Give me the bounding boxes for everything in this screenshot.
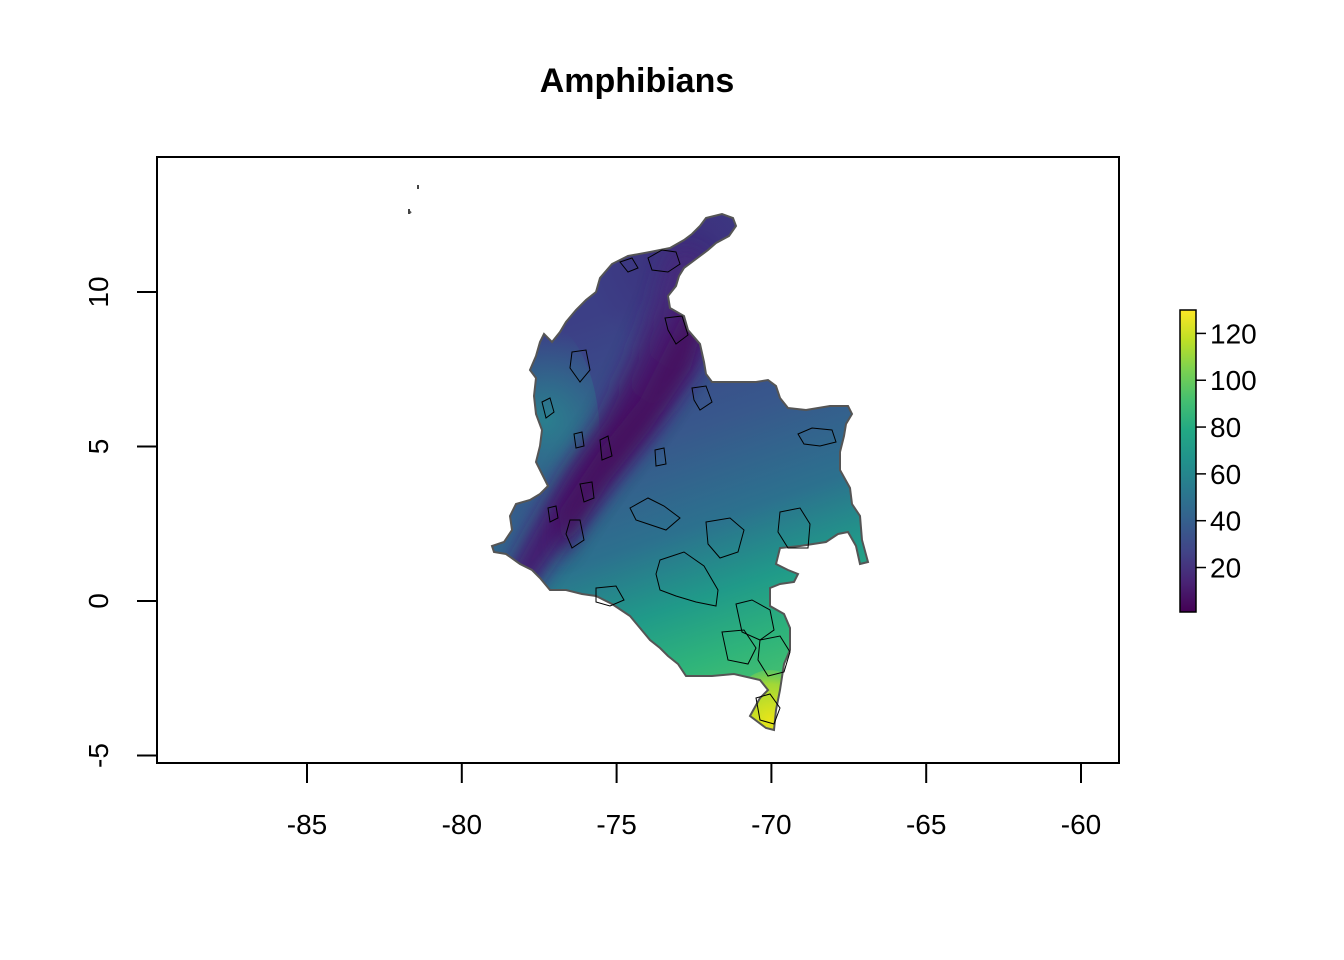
polygon-yariguies — [691, 385, 713, 411]
y-tick-label: 0 — [83, 593, 114, 609]
polygon-chiribiquete — [735, 599, 775, 641]
y-axis: -5 0 5 10 — [83, 276, 158, 768]
polygon-guaviare — [705, 517, 745, 559]
polygon-caqueta-west — [595, 585, 625, 607]
x-tick-label: -85 — [287, 809, 327, 840]
andes-core-ridge — [560, 300, 705, 560]
polygon-nukak — [655, 551, 719, 607]
polygon-guajira-coast — [619, 257, 639, 273]
x-axis: -85 -80 -75 -70 -65 -60 — [287, 762, 1101, 840]
polygon-nevados — [599, 435, 613, 461]
polygon-tuparro — [797, 427, 837, 447]
polygon-sierra-nevada — [647, 249, 681, 273]
colorbar-gradient — [1179, 309, 1197, 613]
polygon-choco-center — [573, 431, 585, 449]
polygon-puinawai — [777, 507, 811, 549]
polygon-farallones — [579, 481, 595, 503]
polygon-amazon-east — [757, 635, 791, 677]
polygon-amazon-mid — [721, 629, 757, 665]
amazon-high-richness — [730, 670, 810, 730]
polygon-macarena — [629, 497, 681, 531]
colorbar-tick-label: 60 — [1210, 459, 1241, 490]
richness-raster — [492, 214, 868, 730]
polygon-valle-south — [565, 519, 585, 549]
x-tick-label: -60 — [1061, 809, 1101, 840]
chart-title: Amphibians — [540, 62, 735, 100]
y-tick-label: 10 — [83, 276, 114, 307]
colorbar-tick-label: 40 — [1210, 506, 1241, 537]
colorbar-legend: 20 40 60 80 100 120 — [1179, 309, 1257, 613]
colorbar-tick-label: 80 — [1210, 412, 1241, 443]
polygon-pacific-coast — [547, 505, 559, 523]
san-andres-islands — [408, 185, 419, 214]
colorbar-tick-label: 20 — [1210, 553, 1241, 584]
x-tick-label: -75 — [596, 809, 636, 840]
island-san-andres — [408, 209, 410, 214]
polygon-choco-north — [541, 397, 555, 419]
x-tick-label: -80 — [442, 809, 482, 840]
polygon-catatumbo — [664, 315, 689, 345]
y-tick-label: 5 — [83, 439, 114, 455]
colorbar-tick-label: 100 — [1210, 365, 1257, 396]
y-tick-label: -5 — [83, 743, 114, 768]
x-tick-label: -70 — [751, 809, 791, 840]
x-tick-label: -65 — [906, 809, 946, 840]
polygon-uraba — [569, 349, 591, 383]
colorbar-tick-label: 120 — [1210, 318, 1257, 349]
polygon-amacayacu — [755, 693, 781, 725]
polygon-chingaza — [654, 447, 667, 467]
protected-area-polygons — [541, 249, 837, 725]
andes-low-richness-band — [505, 250, 720, 595]
island-providencia — [417, 185, 419, 189]
